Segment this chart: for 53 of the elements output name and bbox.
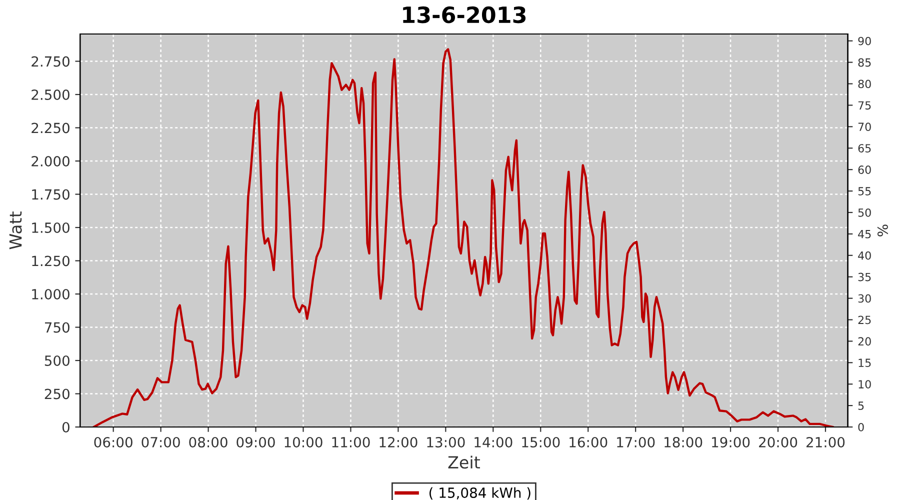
y-tick-label: 2.500 [32,89,70,100]
x-tick-label: 15:00 [522,436,560,448]
x-tick-label: 07:00 [142,436,180,448]
chart-title: 13-6-2013 [403,6,526,24]
y-tick-label: 2.000 [32,156,70,166]
y2-tick-label: 5 [858,402,864,410]
y-tick-label: 1.500 [32,222,70,233]
y2-tick-label: 70 [858,122,871,132]
y2-tick-label: 35 [858,272,871,282]
y2-tick-label: 15 [858,358,871,368]
y2-tick-label: 10 [858,380,871,388]
x-tick-label: 14:00 [474,436,512,448]
line-series [92,48,834,427]
x-tick-label: 10:00 [284,436,322,448]
y-tick-label: 1.750 [32,189,70,200]
x-tick-label: 06:00 [94,436,132,448]
x-axis-title: Zeit [448,456,480,469]
y-tick-label: 1.250 [32,256,70,266]
y2-tick-label: 85 [858,58,871,67]
y2-tick-label: 20 [858,337,871,346]
y-axis-title: Watt [9,212,22,250]
x-tick-label: 16:00 [570,436,608,448]
y2-tick-label: 30 [858,294,871,303]
y-tick-label: 500 [44,355,70,366]
y-tick-label: 2.250 [32,122,70,134]
y2-axis-title: % [877,224,888,236]
y2-tick-label: 0 [858,422,864,432]
x-tick-label: 08:00 [189,436,228,448]
y2-tick-label: 45 [858,230,871,238]
y2-tick-label: 80 [858,80,871,88]
x-tick-label: 18:00 [664,436,702,448]
x-tick-label: 09:00 [236,436,275,448]
y-tick-label: 250 [44,388,70,400]
x-tick-label: 20:00 [759,436,798,448]
y-tick-label: 0 [62,422,70,432]
x-tick-label: 17:00 [617,436,655,448]
y2-tick-label: 40 [858,251,871,260]
y-tick-label: 750 [45,322,70,333]
y2-tick-label: 90 [858,36,871,46]
y-tick-label: 2.750 [32,56,70,67]
y2-tick-label: 55 [858,187,871,196]
y2-tick-label: 25 [858,316,871,324]
y-tick-label: 1.000 [32,288,70,300]
legend-label: ( 15,084 kWh ) [429,487,530,500]
x-tick-label: 12:00 [380,436,418,448]
y2-tick-label: 60 [858,166,871,174]
y2-tick-label: 75 [858,101,871,110]
x-tick-label: 21:00 [806,436,845,448]
x-tick-label: 13:00 [427,436,465,448]
y2-tick-label: 65 [858,144,871,153]
y2-tick-label: 50 [858,208,871,217]
x-tick-label: 11:00 [332,436,370,448]
x-tick-label: 19:00 [712,436,750,448]
